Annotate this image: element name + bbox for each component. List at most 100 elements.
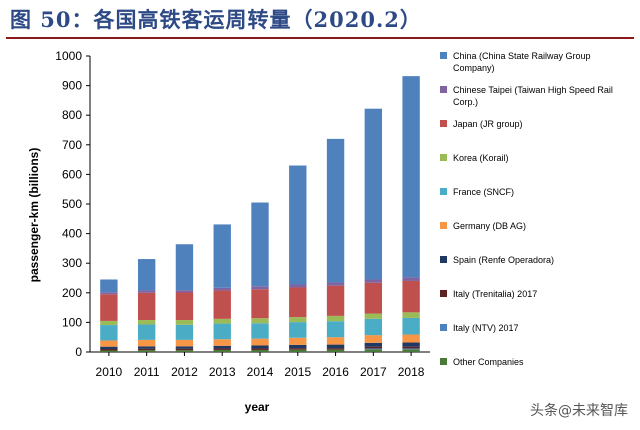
bar-stack-2013 [213, 224, 231, 352]
x-tick-label: 2010 [96, 365, 123, 379]
x-tick-label: 2018 [398, 365, 425, 379]
bar-segment [175, 320, 194, 325]
bar-segment [326, 348, 345, 350]
bar-segment [326, 349, 345, 352]
bar-segment [251, 345, 269, 349]
x-tick-label: 2012 [171, 365, 198, 379]
bar-segment [326, 138, 345, 283]
bar-segment [137, 290, 156, 293]
bar-segment [213, 323, 231, 340]
bar-segment [402, 277, 420, 281]
legend-item: Italy (Trenitalia) 2017 [440, 289, 537, 299]
bar-segment [364, 279, 383, 283]
bar-segment [364, 282, 383, 314]
bar-segment [364, 348, 383, 350]
y-tick-label: 600 [62, 167, 82, 181]
bar-segment [364, 313, 383, 319]
legend-item: Chinese Taipei (Taiwan High Speed Rail Co… [440, 85, 613, 107]
bar-segment [137, 346, 156, 349]
bar-stack-2015 [289, 165, 307, 352]
legend-item: Other Companies [440, 357, 524, 367]
bar-segment [100, 349, 118, 351]
legend-item: Spain (Renfe Operadora) [440, 255, 554, 265]
bar-segment [364, 342, 383, 347]
bar-segment [100, 325, 118, 341]
legend-label: Germany (DB AG) [453, 221, 526, 231]
bar-segment [326, 344, 345, 349]
bar-segment [251, 349, 269, 352]
bar-stack-2010 [100, 279, 118, 352]
legend-swatch [440, 358, 447, 365]
bar-stack-2014 [251, 202, 269, 352]
x-tick-label: 2016 [322, 365, 349, 379]
bar-segment [364, 349, 383, 352]
bar-segment [137, 339, 156, 347]
legend-item: Italy (NTV) 2017 [440, 323, 519, 333]
legend-item: Korea (Korail) [440, 153, 509, 163]
bar-segment [402, 348, 420, 350]
bar-stack-2017 [364, 108, 383, 352]
legend-swatch [440, 86, 447, 93]
chart-legend: China (China State Railway Group Company)… [440, 51, 613, 367]
bar-segment [213, 349, 231, 352]
y-tick-label: 400 [62, 227, 82, 241]
y-axis-label: passenger-km (billions) [27, 148, 41, 283]
bar-segment [175, 244, 194, 291]
bar-segment [175, 290, 194, 293]
y-tick-label: 500 [62, 197, 82, 211]
bar-segment [402, 317, 420, 335]
bar-segment [289, 349, 307, 352]
bar-segment [137, 350, 156, 352]
bar-segment [326, 315, 345, 322]
bar-segment [289, 284, 307, 288]
bar-segment [251, 289, 269, 319]
x-tick-label: 2014 [247, 365, 274, 379]
bar-segment [137, 259, 156, 291]
legend-swatch [440, 52, 447, 59]
legend-swatch [440, 290, 447, 297]
bar-segment [213, 290, 231, 319]
x-tick-label: 2015 [284, 365, 311, 379]
bar-segment [213, 345, 231, 349]
y-tick-label: 200 [62, 286, 82, 300]
bar-segment [100, 346, 118, 350]
bar-stack-2012 [175, 244, 194, 352]
bar-segment [251, 286, 269, 290]
bar-segment [251, 323, 269, 339]
x-tick-label: 2011 [134, 365, 160, 379]
bar-segment [364, 346, 383, 349]
bar-segment [100, 279, 118, 293]
bar-segment [289, 317, 307, 323]
legend-label: Korea (Korail) [453, 153, 509, 163]
bar-segment [175, 346, 194, 349]
bar-segment [137, 320, 156, 325]
bar-segment [326, 321, 345, 338]
y-tick-label: 0 [75, 345, 82, 359]
bar-segment [251, 202, 269, 287]
bar-segment [289, 348, 307, 350]
legend-label: Other Companies [453, 357, 524, 367]
bar-segment [289, 344, 307, 349]
bar-segment [326, 337, 345, 345]
y-tick-label: 300 [62, 256, 82, 270]
legend-swatch [440, 188, 447, 195]
bar-segment [213, 348, 231, 350]
bar-segment [175, 339, 194, 347]
legend-label: Italy (NTV) 2017 [453, 323, 519, 333]
legend-item: China (China State Railway Group Company) [440, 51, 591, 73]
legend-item: Germany (DB AG) [440, 221, 526, 231]
bar-segment [402, 342, 420, 347]
bar-segment [213, 318, 231, 324]
bar-segment [251, 348, 269, 350]
legend-label: Spain (Renfe Operadora) [453, 255, 554, 265]
bar-segment [402, 334, 420, 343]
bar-segment [213, 287, 231, 291]
bar-segment [289, 287, 307, 318]
bar-segment [364, 108, 383, 280]
legend-label: France (SNCF) [453, 187, 514, 197]
title-rule [6, 37, 634, 39]
bar-segment [251, 318, 269, 324]
bar-segment [402, 76, 420, 278]
x-axis-label: year [245, 400, 270, 414]
